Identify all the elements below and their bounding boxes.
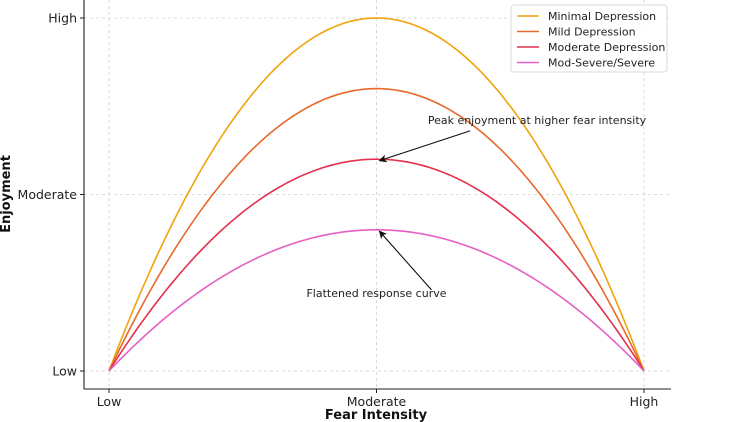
annotation-text-1: Flattened response curve bbox=[306, 287, 446, 300]
legend-label-2: Moderate Depression bbox=[548, 41, 665, 54]
legend: Minimal Depression Mild Depression Moderat… bbox=[510, 4, 668, 73]
annotation-text-0: Peak enjoyment at higher fear intensity bbox=[428, 114, 647, 127]
legend-label-0: Minimal Depression bbox=[548, 10, 656, 23]
y-tick-label: High bbox=[48, 11, 77, 26]
annotation-arrow-0 bbox=[378, 130, 471, 163]
axes-layer: Low Moderate High Low Moderate High bbox=[18, 0, 671, 409]
x-axis-title: Fear Intensity bbox=[325, 408, 428, 422]
legend-label-3: Mod-Severe/Severe bbox=[548, 57, 655, 70]
x-tick-label: Moderate bbox=[347, 394, 407, 409]
legend-box bbox=[510, 4, 668, 73]
curves-layer bbox=[108, 17, 645, 372]
grid-layer bbox=[84, 0, 671, 389]
annotation-arrow-1 bbox=[378, 230, 432, 291]
y-tick-label: Low bbox=[52, 364, 77, 379]
series-line-3 bbox=[108, 228, 645, 372]
series-line-2 bbox=[108, 158, 645, 372]
y-axis-title: Enjoyment bbox=[0, 155, 14, 233]
series-line-1 bbox=[108, 87, 645, 372]
annotations: Peak enjoyment at higher fear intensity F… bbox=[306, 114, 646, 300]
series-line-0 bbox=[108, 17, 645, 372]
x-tick-label: Low bbox=[97, 394, 122, 409]
x-tick-label: High bbox=[630, 394, 659, 409]
legend-label-1: Mild Depression bbox=[548, 26, 636, 39]
y-tick-label: Moderate bbox=[18, 187, 78, 202]
